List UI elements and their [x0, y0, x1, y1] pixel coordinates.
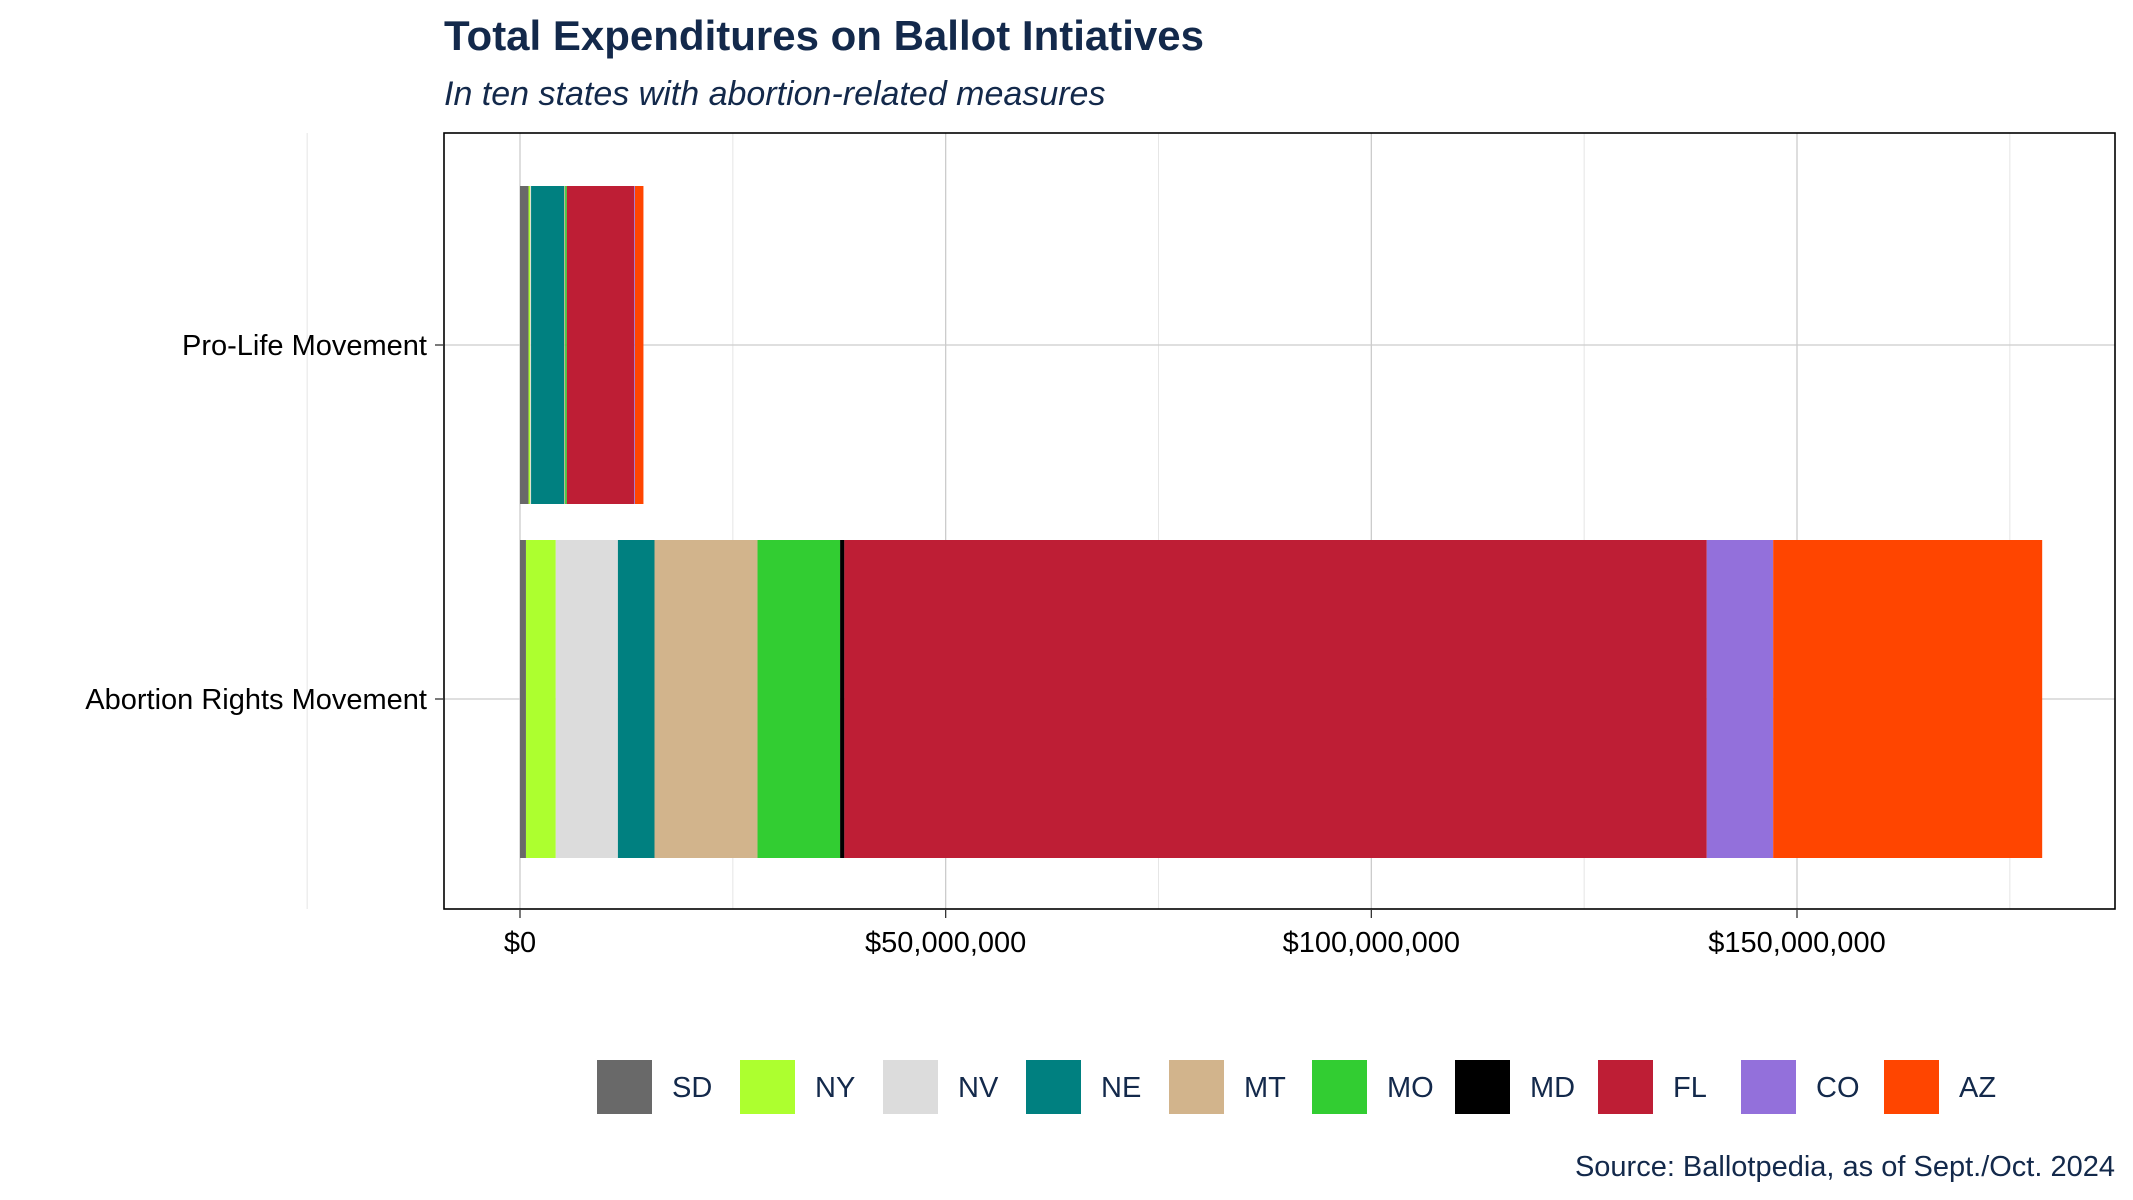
y-tick-label: Abortion Rights Movement	[85, 684, 427, 716]
bar-co-pro-life	[634, 186, 635, 504]
bar-ny-pro-life	[528, 186, 531, 504]
axes: $0 $50,000,000 $100,000,000 $150,000,000 Pro…	[85, 330, 1885, 959]
legend-key-co	[1741, 1060, 1796, 1114]
y-tick-label: Pro-Life Movement	[182, 330, 427, 362]
legend-key-nv	[883, 1060, 938, 1114]
legend-key-mt	[1169, 1060, 1224, 1114]
bar-fl-abortion-rights	[844, 540, 1707, 858]
legend-key-sd	[597, 1060, 652, 1114]
bar-nv-pro-life	[530, 186, 532, 504]
bars	[520, 186, 2043, 858]
chart-caption: Source: Ballotpedia, as of Sept./Oct. 20…	[1575, 1151, 2115, 1183]
legend-label-mt: MT	[1244, 1072, 1286, 1104]
legend: SD NY NV NE MT MO MD FL CO AZ	[597, 1060, 1996, 1114]
bar-ne-abortion-rights	[617, 540, 655, 858]
legend-key-ny	[740, 1060, 795, 1114]
x-tick-label: $100,000,000	[1283, 927, 1460, 959]
bar-mo-abortion-rights	[757, 540, 841, 858]
legend-label-ny: NY	[815, 1072, 855, 1104]
bar-az-abortion-rights	[1773, 540, 2043, 858]
x-tick-label: $50,000,000	[865, 927, 1026, 959]
legend-label-md: MD	[1530, 1072, 1575, 1104]
x-tick-label: $150,000,000	[1708, 927, 1885, 959]
bar-mt-pro-life	[564, 186, 566, 504]
legend-label-sd: SD	[672, 1072, 712, 1104]
bar-sd-abortion-rights	[520, 540, 526, 858]
chart-title: Total Expenditures on Ballot Intiatives	[444, 12, 1204, 59]
bar-nv-abortion-rights	[555, 540, 618, 858]
bar-mt-abortion-rights	[654, 540, 758, 858]
bar-fl-pro-life	[566, 186, 635, 504]
chart-subtitle: In ten states with abortion-related meas…	[444, 75, 1105, 113]
legend-key-az	[1884, 1060, 1939, 1114]
bar-ny-abortion-rights	[525, 540, 556, 858]
legend-key-ne	[1026, 1060, 1081, 1114]
legend-label-ne: NE	[1101, 1072, 1141, 1104]
legend-key-mo	[1312, 1060, 1367, 1114]
plot-panel	[443, 132, 2116, 910]
bar-ne-pro-life	[531, 186, 565, 504]
legend-label-mo: MO	[1387, 1072, 1434, 1104]
x-tick-label: $0	[504, 927, 536, 959]
legend-key-fl	[1598, 1060, 1653, 1114]
legend-label-fl: FL	[1673, 1072, 1707, 1104]
legend-label-nv: NV	[958, 1072, 999, 1104]
legend-label-co: CO	[1816, 1072, 1860, 1104]
legend-key-md	[1455, 1060, 1510, 1114]
bar-az-pro-life	[634, 186, 644, 504]
bar-md-abortion-rights	[840, 540, 845, 858]
bar-sd-pro-life	[520, 186, 529, 504]
bar-co-abortion-rights	[1706, 540, 1774, 858]
bar-mo-pro-life	[565, 186, 567, 504]
legend-label-az: AZ	[1959, 1072, 1996, 1104]
